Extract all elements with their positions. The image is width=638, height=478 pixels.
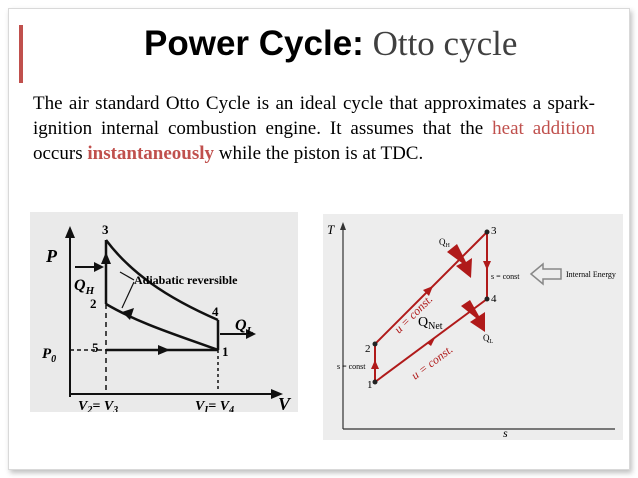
ts-internal-energy-label: Internal Energy (566, 270, 616, 279)
ts-ql-big-arrow-icon (461, 300, 485, 332)
paragraph-text-1: The air standard Otto Cycle is an ideal … (33, 93, 595, 139)
pv-p0-label: P0 (42, 346, 56, 365)
ts-qh-label: QH (439, 237, 451, 249)
ts-y-label: T (327, 222, 335, 237)
ts-diagram: T s QH QL QNet 3 4 2 1 s = const s = con… (323, 214, 623, 440)
pv-arrow-up-icon (101, 252, 111, 264)
pv-point-3: 3 (102, 222, 109, 237)
pv-x-label: V (278, 394, 292, 412)
pv-point-2: 2 (90, 296, 97, 311)
pv-point-1: 1 (222, 344, 229, 359)
ts-background (323, 214, 623, 440)
title-bold: Power Cycle: (144, 24, 364, 63)
heat-addition-highlight: heat addition (492, 118, 596, 139)
title-rest: Otto cycle (372, 24, 518, 63)
pv-adiabatic-pointer-1 (119, 271, 135, 281)
ts-arrow-up-icon (371, 360, 379, 369)
ts-arrow-down-icon (483, 261, 491, 270)
instantaneously-highlight: instantaneously (87, 143, 215, 164)
pv-v1-v4-label: VI= V4 (195, 399, 234, 412)
pv-qh-label: QH (74, 277, 95, 297)
pv-arrow-compress-icon (122, 308, 134, 320)
ts-node-2 (372, 341, 378, 347)
pv-background (30, 212, 298, 412)
pv-expansion-curve (105, 239, 219, 322)
ts-ql-label: QL (483, 333, 494, 345)
pv-diagram: P V QH QL Adiabatic reversible 3 2 5 4 1… (30, 212, 298, 412)
pv-ql-arrow-icon (246, 329, 256, 339)
ts-point-4: 4 (491, 293, 497, 305)
pv-x-arrow-icon (271, 389, 283, 399)
pv-qh-arrow-icon (94, 262, 104, 272)
pv-adiabatic-label: Adiabatic reversible (134, 273, 238, 287)
ts-node-4 (484, 296, 490, 302)
pv-y-label: P (45, 246, 58, 266)
ts-s-const-top: s = const (491, 272, 520, 281)
ts-node-3 (484, 229, 490, 235)
ts-s-const-bottom: s = const (337, 362, 366, 371)
ts-point-2: 2 (365, 343, 371, 355)
pv-point-5: 5 (92, 340, 99, 355)
pv-point-4: 4 (212, 304, 219, 319)
paragraph-text-3: while the piston is at TDC. (218, 143, 424, 164)
ts-x-label: s (503, 426, 508, 440)
title-accent-bar (19, 25, 23, 83)
pv-v2-v3-label: V2= V3 (78, 399, 118, 412)
ts-arrow-heat-add-icon (423, 286, 433, 296)
pv-ql-label: QL (235, 317, 254, 337)
pv-arrow-right-icon (158, 345, 170, 355)
ts-qh-big-arrow-icon (447, 244, 472, 278)
ts-y-arrow-icon (340, 222, 346, 230)
ts-point-3: 3 (491, 225, 497, 237)
pv-adiabatic-pointer-2 (121, 281, 135, 309)
ts-internal-energy-arrow-icon (529, 262, 562, 286)
paragraph-text-2: occurs (33, 143, 83, 164)
pv-compression-curve (105, 302, 219, 352)
pv-y-arrow-icon (65, 226, 75, 238)
ts-point-1: 1 (367, 379, 373, 391)
ts-arrow-heat-reject-icon (427, 338, 435, 346)
ts-node-1 (372, 379, 378, 385)
intro-paragraph: The air standard Otto Cycle is an ideal … (33, 91, 595, 166)
ts-qnet-label: QNet (418, 315, 443, 332)
slide-title: Power Cycle: Otto cycle (144, 26, 517, 61)
